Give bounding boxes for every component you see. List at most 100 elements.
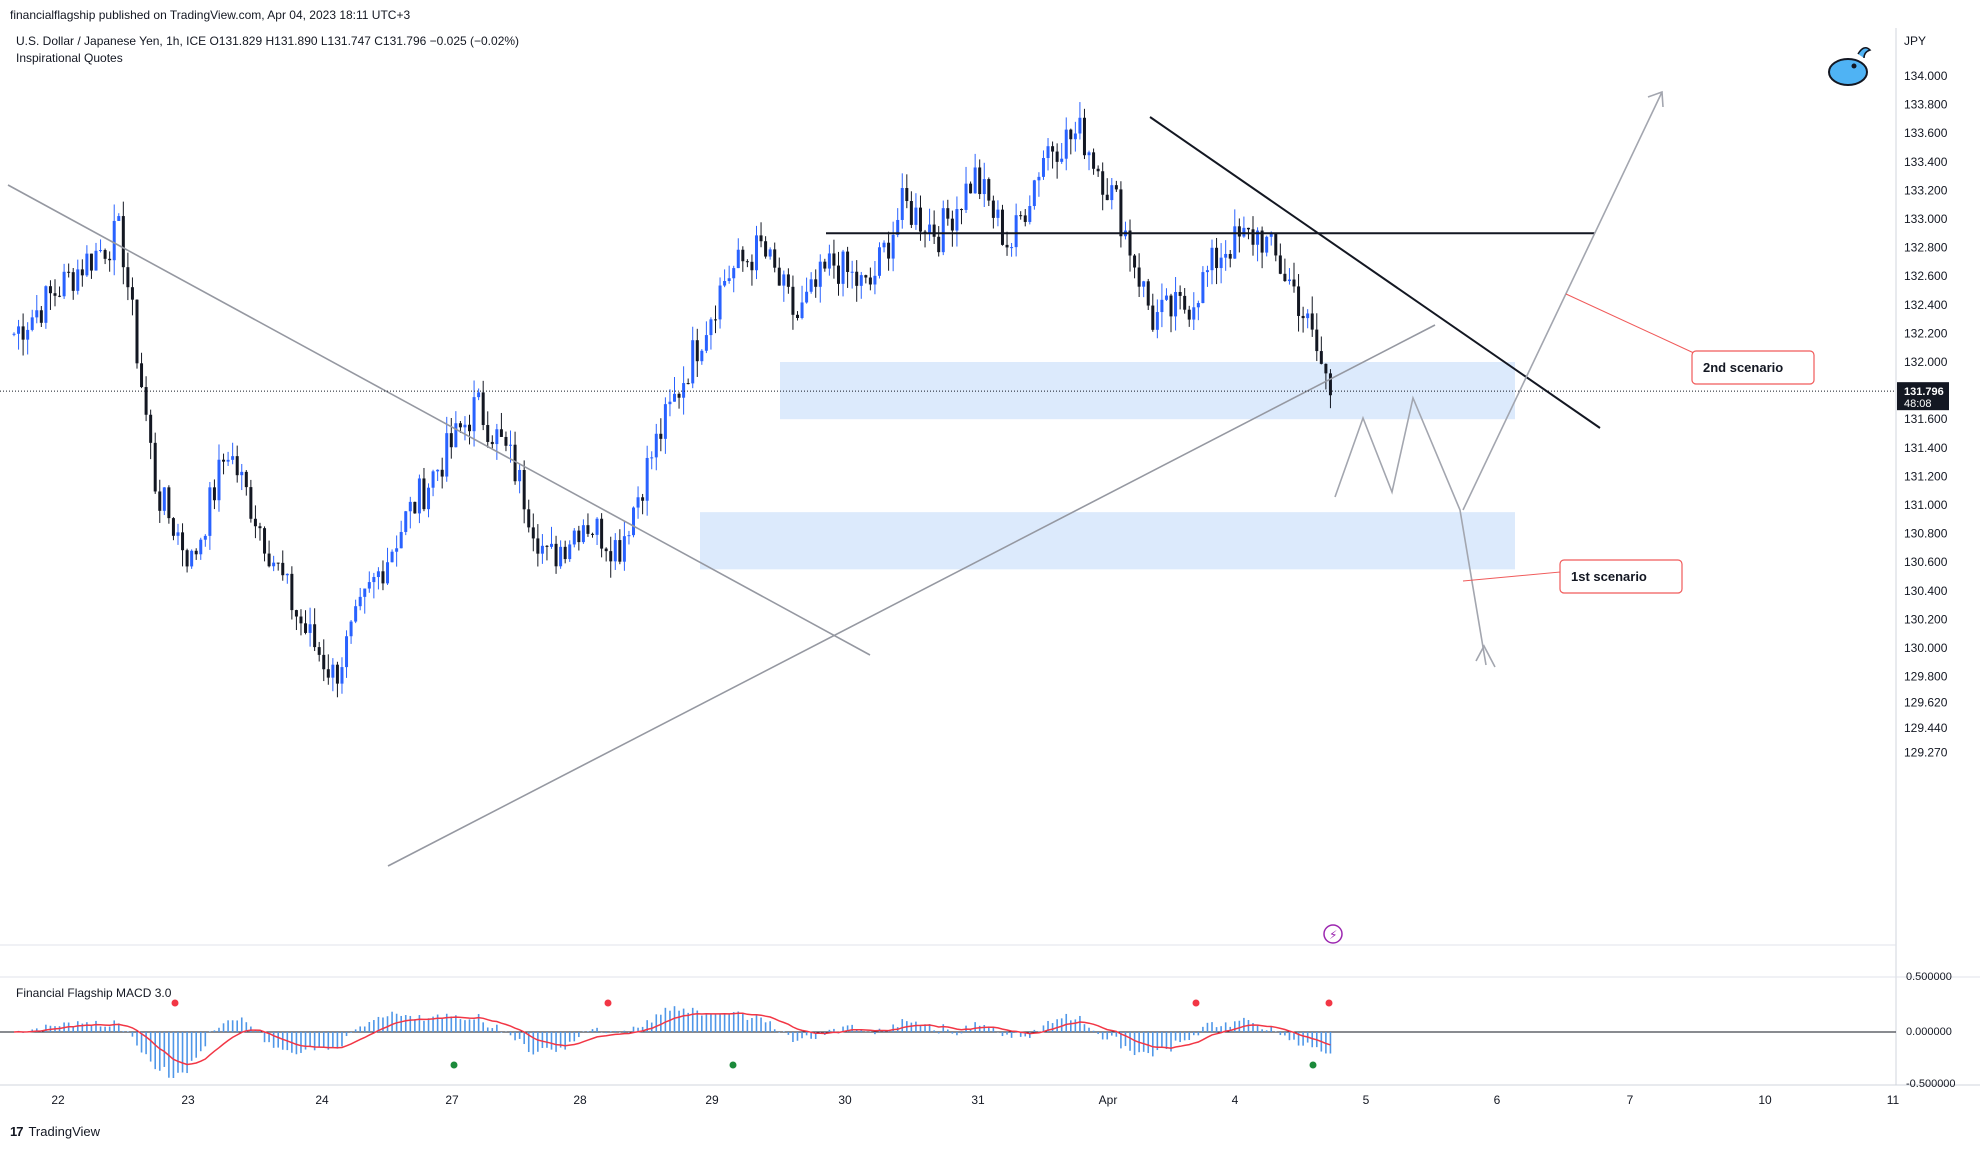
candle-body bbox=[1228, 253, 1232, 259]
candle-body bbox=[1278, 255, 1282, 274]
candle-body bbox=[659, 433, 663, 439]
candle-body bbox=[1041, 158, 1045, 177]
candle-body bbox=[632, 507, 636, 536]
candle-body bbox=[331, 664, 335, 678]
candle-body bbox=[695, 340, 699, 362]
candle-body bbox=[417, 478, 421, 514]
candle-body bbox=[723, 280, 727, 286]
candle-body bbox=[1292, 279, 1296, 287]
candle-body bbox=[964, 183, 968, 210]
candle-body bbox=[950, 218, 954, 231]
candle-body bbox=[340, 667, 344, 684]
candle-body bbox=[454, 423, 458, 448]
candle-body bbox=[1019, 215, 1023, 217]
candle-body bbox=[1119, 189, 1123, 237]
candle-body bbox=[745, 261, 749, 263]
candle-body bbox=[855, 271, 859, 286]
demand-zone-upper bbox=[780, 362, 1515, 420]
candle-body bbox=[677, 393, 681, 398]
time-tick-label: 23 bbox=[181, 1093, 195, 1107]
candle-body bbox=[486, 425, 490, 442]
macd-title[interactable]: Financial Flagship MACD 3.0 bbox=[16, 986, 172, 1000]
candle-body bbox=[326, 669, 330, 678]
candles-group bbox=[12, 102, 1332, 698]
candle-body bbox=[427, 487, 431, 510]
candle-body bbox=[1324, 363, 1328, 374]
candle-body bbox=[1142, 281, 1146, 287]
whale-body bbox=[1828, 58, 1868, 86]
whale-logo-icon bbox=[1828, 47, 1872, 86]
time-tick-label: 24 bbox=[315, 1093, 329, 1107]
candle-body bbox=[754, 235, 758, 271]
candle-body bbox=[30, 317, 34, 330]
candle-body bbox=[436, 469, 440, 472]
candle-body bbox=[1265, 236, 1269, 253]
candle-body bbox=[741, 249, 745, 262]
candle-body bbox=[1055, 151, 1059, 162]
candle-body bbox=[1028, 206, 1032, 222]
candle-body bbox=[586, 525, 590, 534]
candle-body bbox=[363, 588, 367, 597]
candle-body bbox=[281, 562, 285, 576]
candle-body bbox=[1128, 230, 1132, 256]
candle-body bbox=[217, 459, 221, 501]
candle-body bbox=[176, 532, 180, 536]
candle-body bbox=[627, 535, 631, 537]
macd-buy-dot bbox=[729, 1061, 737, 1069]
candle-body bbox=[162, 487, 166, 511]
candle-body bbox=[1096, 168, 1100, 172]
candle-body bbox=[181, 532, 185, 551]
candle-body bbox=[1110, 185, 1114, 201]
candle-body bbox=[440, 469, 444, 477]
candle-body bbox=[932, 224, 936, 237]
macd-sell-dot bbox=[171, 999, 179, 1007]
uptrend-line bbox=[387, 324, 1436, 867]
candle-body bbox=[914, 207, 918, 225]
candle-body bbox=[791, 286, 795, 315]
candle-body bbox=[536, 538, 540, 554]
candle-body bbox=[713, 319, 717, 321]
candle-body bbox=[185, 550, 189, 567]
candle-body bbox=[1201, 272, 1205, 304]
price-tick-label: 131.600 bbox=[1904, 412, 1948, 426]
symbol-ohlc-line[interactable]: U.S. Dollar / Japanese Yen, 1h, ICE O131… bbox=[16, 34, 520, 48]
candle-body bbox=[1183, 295, 1187, 310]
candle-body bbox=[126, 267, 130, 288]
candle-body bbox=[1233, 226, 1237, 259]
candle-body bbox=[249, 487, 253, 519]
footer[interactable]: 17 TradingView bbox=[10, 1124, 100, 1139]
candle-body bbox=[463, 424, 467, 428]
candle-body bbox=[959, 209, 963, 211]
candle-body bbox=[222, 459, 226, 462]
candle-body bbox=[1169, 295, 1173, 317]
candle-body bbox=[299, 616, 303, 624]
price-tick-label: 129.270 bbox=[1904, 745, 1948, 759]
candle-body bbox=[226, 459, 230, 462]
candle-body bbox=[44, 286, 48, 323]
time-tick-label: 6 bbox=[1494, 1093, 1501, 1107]
candle-body bbox=[891, 234, 895, 259]
candle-body bbox=[390, 551, 394, 563]
time-tick-label: 7 bbox=[1627, 1093, 1634, 1107]
candle-body bbox=[194, 550, 198, 555]
candle-body bbox=[1196, 303, 1200, 308]
candle-body bbox=[1251, 229, 1255, 245]
candle-body bbox=[577, 530, 581, 543]
time-tick-label: 11 bbox=[1887, 1093, 1900, 1107]
candle-body bbox=[550, 543, 554, 547]
price-axis: 134.000 133.800 133.600 133.400 133.200 133.0… bbox=[0, 69, 1949, 759]
time-tick-label: 28 bbox=[573, 1093, 587, 1107]
candle-body bbox=[1014, 215, 1018, 248]
candle-body bbox=[732, 268, 736, 279]
time-tick-label: 22 bbox=[51, 1093, 65, 1107]
candle-body bbox=[112, 220, 116, 261]
macd-axis-label: -0.500000 bbox=[1906, 1078, 1956, 1090]
callout1-text: 1st scenario bbox=[1571, 569, 1647, 584]
candle-body bbox=[1069, 129, 1073, 140]
scenario2-arrowhead bbox=[1647, 90, 1664, 108]
candle-body bbox=[581, 525, 585, 543]
countdown-label: 48:08 bbox=[1904, 398, 1932, 410]
candle-body bbox=[240, 471, 244, 476]
candle-body bbox=[691, 340, 695, 384]
